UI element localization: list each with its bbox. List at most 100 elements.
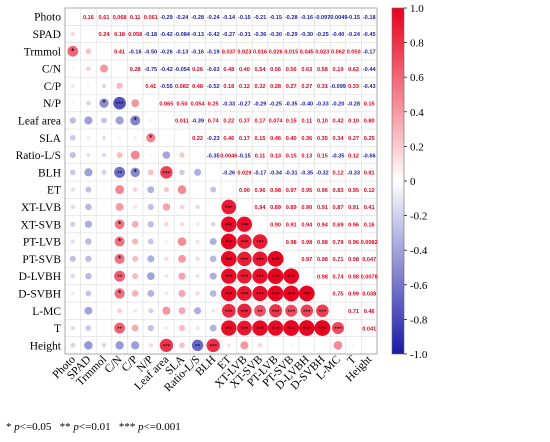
correlation-value-label: 0.94 [255,205,267,211]
correlation-value-label: -0.099 [330,84,346,90]
correlation-value-label: -0.28 [191,15,204,21]
correlation-value-label: 0.54 [255,67,267,73]
correlation-value-label: -0.44 [363,67,377,73]
correlation-circle [69,134,76,141]
correlation-circle [114,270,126,282]
significance-star: *** [303,309,311,316]
correlation-value-label: 0.15 [286,119,297,125]
colorbar-tick-label: 0.6 [410,72,424,84]
correlation-value-label: 0.16 [364,222,375,228]
correlation-value-label: -0.097 [314,15,330,21]
significance-star: ** [117,274,123,281]
significance-star: * [118,237,122,247]
correlation-value-label: 0.50 [177,101,188,107]
significance-footnote: * p<=0.05 ** p<=0.01 *** p<=0.001 [6,421,181,433]
correlation-circle [252,234,268,249]
correlation-circle [147,203,154,210]
correlation-value-label: 0.065 [159,101,173,107]
correlation-value-label: -0.24 [176,15,190,21]
correlation-circle [196,188,199,191]
correlation-circle [221,251,237,267]
correlation-value-label: -0.35 [332,153,345,159]
correlation-value-label: -0.14 [222,15,236,21]
significance-star: ** [195,343,201,350]
significance-star: *** [241,291,249,298]
correlation-value-label: 0.96 [255,188,266,194]
correlation-circle [132,273,139,280]
correlation-circle [70,187,75,192]
correlation-circle [70,273,76,279]
correlation-circle [179,222,185,227]
correlation-circle [149,118,153,123]
row-label: SLA [39,133,61,145]
significance-star: *** [116,101,124,108]
significance-star: *** [319,309,327,316]
correlation-value-label: -0.26 [222,171,235,177]
correlation-value-label: 0.11 [255,153,266,159]
correlation-circle [85,203,92,211]
correlation-value-label: -0.21 [254,15,267,21]
correlation-value-label: 0.19 [333,67,344,73]
correlation-circle [285,304,298,317]
significance-star: *** [256,257,264,264]
correlation-circle [114,288,125,299]
correlation-circle [163,186,170,193]
significance-star: * [102,98,106,108]
correlation-circle [178,325,186,332]
correlation-value-label: 0.98 [317,257,328,263]
correlation-circle [114,236,125,247]
significance-star: *** [241,274,249,281]
correlation-value-label: 0.16 [83,15,94,21]
correlation-circle [298,320,315,336]
correlation-value-label: -0.63 [207,67,220,73]
correlation-value-label: 0.058 [128,32,142,38]
correlation-circle [283,285,300,302]
correlation-circle [179,169,185,176]
correlation-circle [237,286,252,301]
correlation-circle [101,135,107,140]
correlation-value-label: -0.40 [332,32,345,38]
correlation-circle [147,221,154,228]
correlation-value-label: -0.29 [160,15,173,21]
correlation-value-label: 0.81 [364,171,375,177]
correlation-circle [131,220,139,228]
correlation-circle [102,274,106,278]
correlation-value-label: 0.80 [364,119,375,125]
correlation-value-label: -0.42 [160,67,173,73]
correlation-value-label: 0.71 [333,257,344,263]
correlation-circle [133,135,137,140]
correlation-circle [84,341,93,350]
correlation-circle [178,254,186,263]
correlation-value-label: 0.27 [301,84,312,90]
correlation-circle [116,152,123,159]
correlation-value-label: -0.24 [347,32,361,38]
significance-star: ** [117,326,123,333]
significance-star: *** [256,326,264,333]
colorbar-tick-label: -0.6 [410,280,428,292]
significance-star: *** [241,326,249,333]
correlation-value-label: 0.016 [253,49,267,55]
matrix-grid [64,7,378,355]
correlation-circle [195,274,200,279]
correlation-value-label: 0.40 [286,136,297,142]
correlation-value-label: 0.062 [331,49,345,55]
correlation-circle [165,136,168,140]
correlation-value-label: 0.58 [317,67,328,73]
correlation-value-label: 0.90 [270,222,281,228]
correlation-value-label: 0.015 [284,49,298,55]
correlation-value-label: 0.25 [364,136,375,142]
correlation-value-label: 0.97 [286,188,297,194]
colorbar-tick-label: 0.4 [410,107,424,119]
correlation-value-label: 0.17 [239,136,250,142]
correlation-value-label: 0.89 [270,205,281,211]
correlation-value-label: 0.42 [333,119,344,125]
correlation-value-label: 0.045 [300,49,314,55]
correlation-circle [132,255,139,262]
significance-star: *** [287,274,295,281]
correlation-circle [236,216,252,232]
correlation-value-label: 0.95 [301,188,312,194]
correlation-circle [254,304,266,317]
correlation-value-label: 0.56 [270,67,281,73]
correlation-value-label: 0.74 [333,274,345,280]
